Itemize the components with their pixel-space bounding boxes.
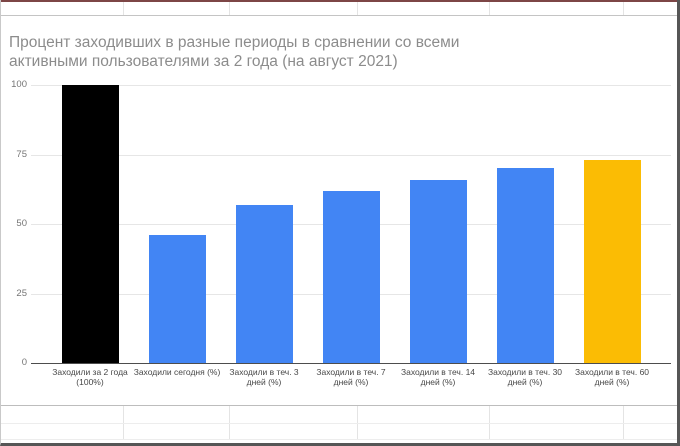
- chart-title-line-1: Процент заходивших в разные периоды в ср…: [9, 34, 460, 51]
- spreadsheet-cell[interactable]: [230, 2, 358, 15]
- x-axis-tick-label: Заходили в теч. 14 дней (%): [400, 367, 476, 387]
- y-gridline: [31, 85, 671, 86]
- spreadsheet-cell[interactable]: [1, 424, 124, 439]
- bar[interactable]: [61, 85, 119, 363]
- x-axis-tick-label: Заходили в теч. 3 дней (%): [229, 367, 299, 387]
- spreadsheet-cell[interactable]: [624, 2, 677, 15]
- bar[interactable]: [583, 160, 641, 363]
- y-gridline: [31, 154, 671, 156]
- spreadsheet-row: [1, 424, 677, 440]
- bar[interactable]: [496, 168, 554, 363]
- spreadsheet-cell[interactable]: [358, 406, 490, 423]
- y-gridline: [31, 363, 671, 364]
- spreadsheet-cell[interactable]: [124, 424, 230, 439]
- spreadsheet-cell[interactable]: [1, 406, 124, 423]
- spreadsheet-cell[interactable]: [490, 424, 624, 439]
- x-axis-tick-label: Заходили за 2 года (100%): [52, 367, 128, 387]
- x-axis-tick-label: Заходили в теч. 30 дней (%): [487, 367, 563, 387]
- spreadsheet-row-top: [1, 2, 677, 16]
- bar[interactable]: [235, 204, 293, 363]
- x-axis-tick-label: Заходили сегодня (%): [133, 367, 221, 377]
- chart-title: Процент заходивших в разные периоды в ср…: [9, 33, 459, 71]
- y-axis-tick-label: 0: [21, 357, 27, 368]
- spreadsheet-cell[interactable]: [230, 424, 358, 439]
- bar[interactable]: [409, 179, 467, 363]
- bar[interactable]: [148, 235, 206, 363]
- spreadsheet-cell[interactable]: [624, 424, 677, 439]
- spreadsheet-cell[interactable]: [124, 2, 230, 15]
- y-axis-tick-label: 50: [16, 218, 27, 229]
- spreadsheet-cell[interactable]: [1, 2, 124, 15]
- x-axis-tick-label: Заходили в теч. 7 дней (%): [316, 367, 386, 387]
- spreadsheet-cell[interactable]: [490, 2, 624, 15]
- y-axis-tick-label: 100: [11, 79, 27, 90]
- bar[interactable]: [322, 190, 380, 363]
- spreadsheet-cell[interactable]: [624, 406, 677, 423]
- chart-title-line-2: активными пользователями за 2 года (на а…: [9, 53, 398, 70]
- spreadsheet-cell[interactable]: [230, 406, 358, 423]
- spreadsheet-rows-bottom: [1, 405, 677, 443]
- window-top-border: [1, 0, 677, 2]
- plot-area: 100 75 50 25 0 Заходили за 2 года (100%) Заход…: [1, 16, 677, 405]
- x-axis-tick-label: Заходили в теч. 60 дней (%): [574, 367, 650, 387]
- chart[interactable]: Процент заходивших в разные периоды в ср…: [1, 16, 677, 405]
- y-axis-tick-label: 25: [16, 287, 27, 299]
- spreadsheet-cell[interactable]: [358, 2, 490, 15]
- spreadsheet-cell[interactable]: [490, 406, 624, 423]
- spreadsheet-row: [1, 406, 677, 424]
- spreadsheet-cell[interactable]: [124, 406, 230, 423]
- y-axis-tick-label: 75: [16, 148, 27, 160]
- spreadsheet-cell[interactable]: [358, 424, 490, 439]
